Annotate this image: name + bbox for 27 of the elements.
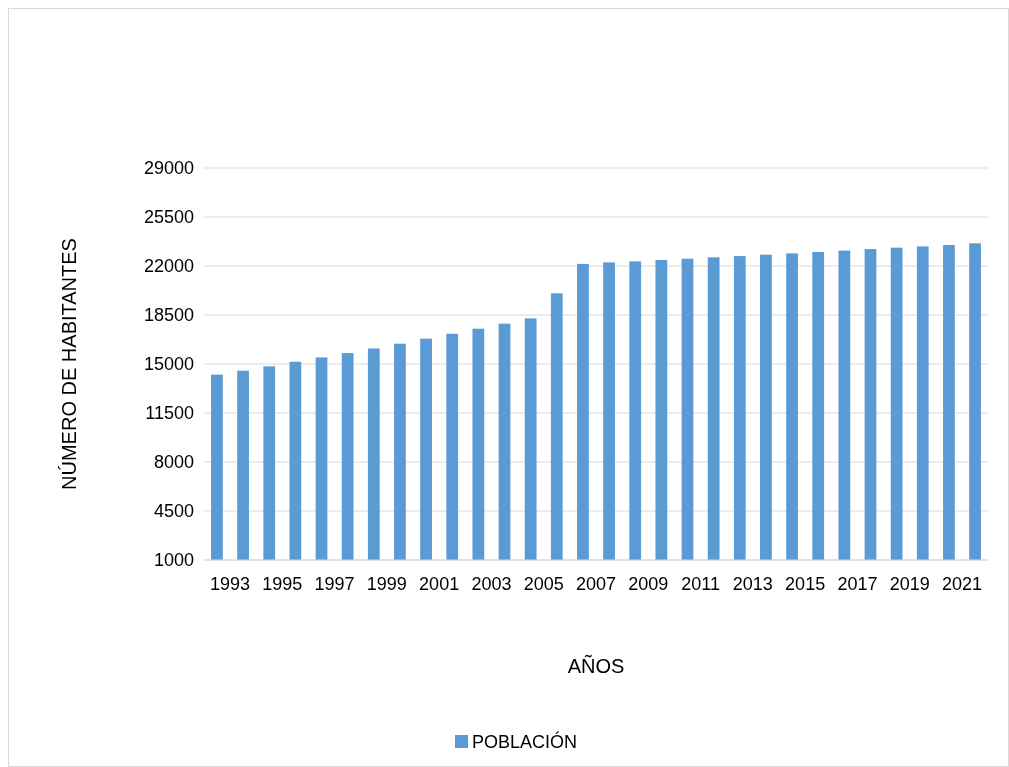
x-tick-label: 2013 [732, 574, 773, 594]
x-tick-label: 2011 [681, 574, 720, 594]
x-tick-label: 2003 [471, 574, 512, 594]
y-tick-label: 22000 [143, 256, 194, 277]
x-tick-label: 1993 [209, 574, 251, 594]
x-tick-label: 2007 [575, 574, 617, 594]
x-tick-label: 2019 [889, 574, 930, 594]
x-tick-label: 2021 [941, 574, 983, 594]
x-tick-label: 1997 [314, 574, 355, 594]
x-axis-title: AÑOS [567, 654, 625, 677]
x-tick-label: 2001 [419, 574, 460, 594]
legend-label: POBLACIÓN [472, 731, 578, 752]
y-axis-title: NÚMERO DE HABITANTES [58, 238, 80, 490]
x-tick-label: 2005 [523, 574, 564, 594]
y-tick-label: 25500 [143, 207, 194, 228]
y-tick-label: 18500 [143, 305, 194, 326]
y-tick-label: 4500 [153, 501, 194, 522]
y-tick-label: 15000 [143, 354, 194, 375]
y-tick-label: 8000 [153, 452, 194, 473]
x-tick-label: 2015 [785, 574, 826, 594]
x-tick-label: 1999 [366, 574, 407, 594]
x-tick-label: 1995 [262, 574, 303, 594]
x-tick-label: 2017 [837, 574, 878, 594]
y-tick-label: 11500 [145, 403, 194, 424]
y-tick-label: 1000 [153, 550, 194, 571]
y-tick-label: 29000 [143, 158, 194, 179]
x-tick-label: 2009 [628, 574, 669, 594]
